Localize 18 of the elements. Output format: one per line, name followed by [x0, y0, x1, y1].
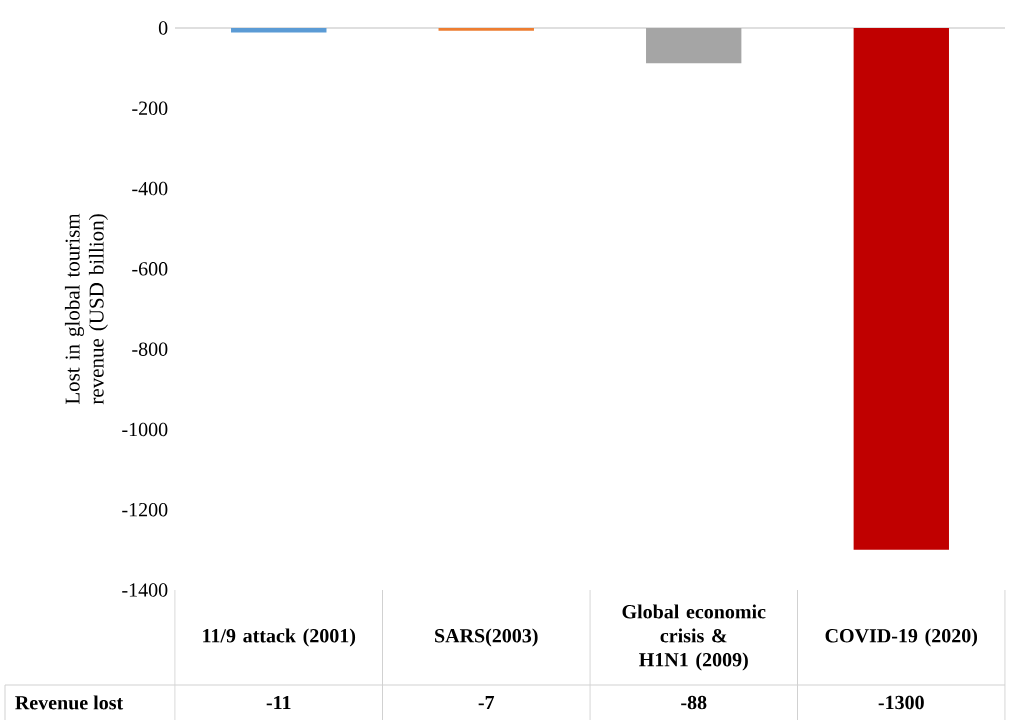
data-label: -7 [478, 695, 495, 710]
x-tick-label: COVID-19 (2020) [825, 628, 978, 647]
x-tick-label: 11/9 attack (2001) [203, 628, 356, 647]
y-tick-label: -1200 [122, 502, 168, 517]
data-label: -1300 [878, 695, 924, 710]
y-tick-label: -800 [132, 342, 168, 356]
y-tick-label: 0 [158, 21, 168, 35]
y-tick-label: -200 [132, 101, 168, 116]
x-tick-label: Global economic crisis & H1N1 (2009) [622, 604, 766, 671]
y-tick-label: -1000 [122, 422, 168, 437]
text: Revenue lost [15, 695, 124, 710]
x-tick-label: SARS(2003) [435, 628, 538, 647]
data-label: -11 [266, 695, 291, 710]
y-tick-label: -1400 [122, 583, 168, 597]
data-label: -88 [681, 695, 707, 710]
y-axis-title: Lost in global tourism revenue (USD billion) [64, 213, 108, 405]
y-tick-label: -600 [132, 262, 168, 276]
y-tick-label: -400 [132, 181, 168, 196]
